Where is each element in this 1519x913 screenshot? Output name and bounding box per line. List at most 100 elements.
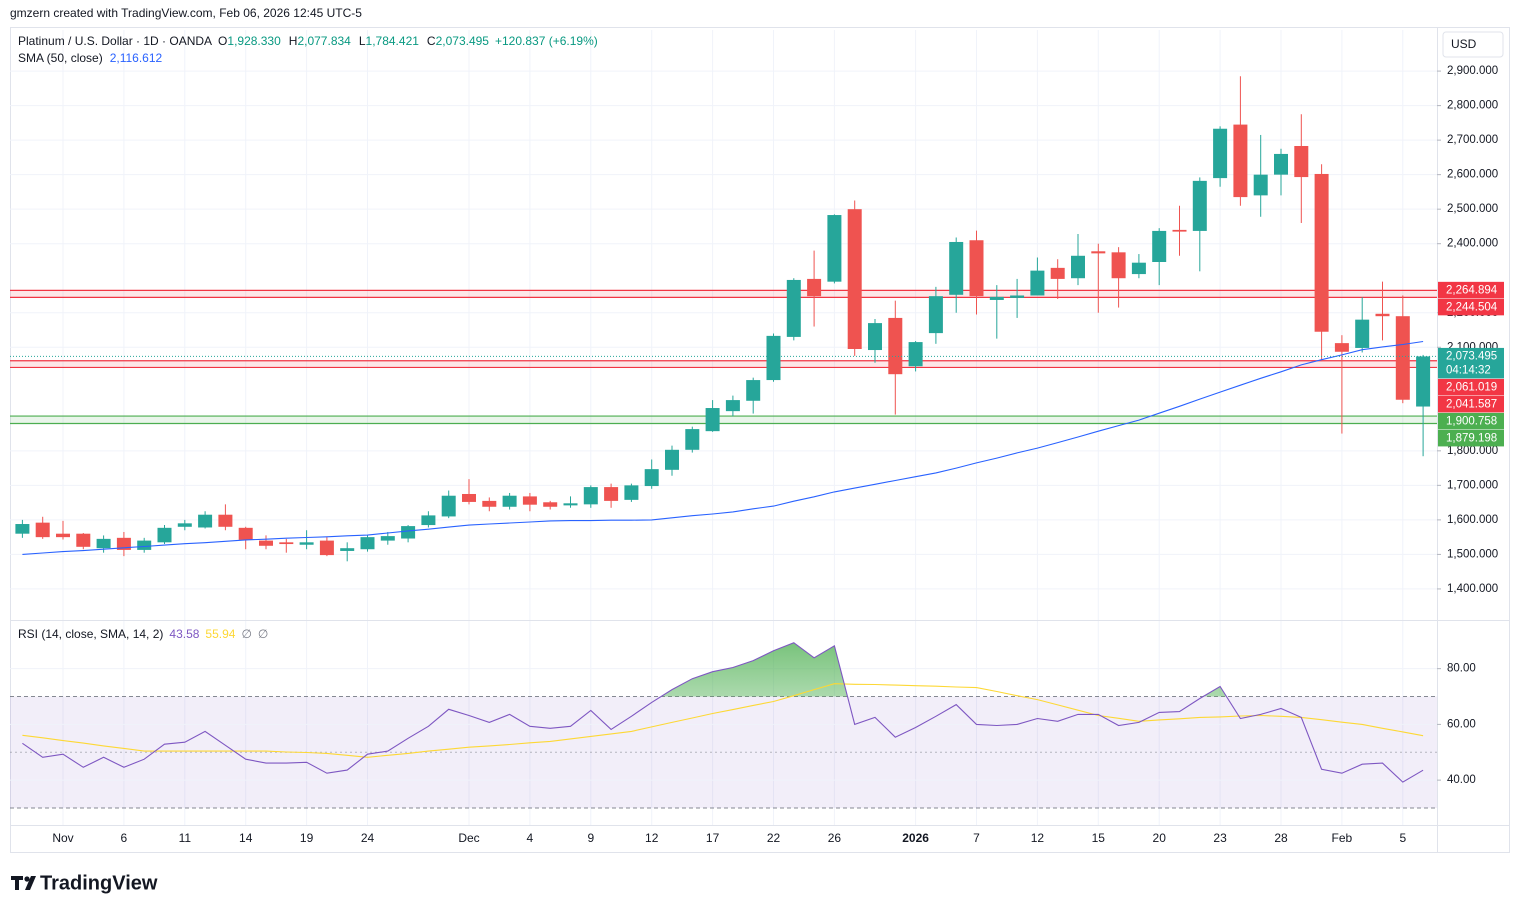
x-tick-label: 2026	[902, 831, 929, 845]
price-axis-tag-label: 2,061.019	[1446, 381, 1497, 393]
x-tick-label: 26	[828, 831, 842, 845]
x-tick-label: 12	[645, 831, 659, 845]
candle-body	[1091, 251, 1106, 254]
y-tick-label: 1,600.000	[1447, 514, 1498, 526]
rsi-title: RSI (14, close, SMA, 14, 2)	[18, 627, 163, 641]
y-tick-label: 80.00	[1447, 663, 1476, 675]
price-axis-tag	[1438, 395, 1504, 413]
y-tick-label: 60.00	[1447, 718, 1476, 730]
overlay-name: SMA (50, close)	[18, 51, 103, 65]
ohlc-value: 2,077.834	[297, 34, 351, 48]
frame	[10, 27, 1510, 853]
price-axis-tag	[1438, 429, 1504, 447]
y-tick-label: 2,900.000	[1447, 65, 1498, 77]
candle-body	[502, 495, 517, 507]
rsi-legend: RSI (14, close, SMA, 14, 2) 43.58 55.94 ∅ ∅	[18, 627, 268, 641]
candle-body	[908, 342, 923, 367]
y-tick-label: 2,400.000	[1447, 238, 1498, 250]
price-axis-tag	[1438, 378, 1504, 396]
rsi-band	[10, 696, 1437, 808]
candle-body	[76, 533, 91, 547]
candle-body	[786, 279, 801, 337]
candle-body	[137, 540, 152, 550]
y-tick-label: 2,700.000	[1447, 134, 1498, 146]
candle-body	[888, 317, 903, 375]
candle-body	[1334, 343, 1349, 352]
candle-body	[746, 380, 761, 401]
candle-body	[1416, 356, 1431, 407]
y-tick-label: 2,500.000	[1447, 203, 1498, 215]
x-tick-label: 28	[1274, 831, 1288, 845]
x-tick-label: 12	[1031, 831, 1045, 845]
candle-body	[969, 240, 984, 297]
candle-body	[563, 503, 578, 506]
candle-body	[1050, 267, 1065, 279]
logo-shape	[15, 876, 19, 890]
rsi-line	[22, 642, 1424, 783]
candle-body	[1172, 229, 1187, 232]
ohlc-letter: H	[289, 34, 298, 48]
x-tick-label: 9	[587, 831, 594, 845]
symbol-title: Platinum / U.S. Dollar · 1D · OANDA	[18, 34, 212, 48]
x-tick-label: 15	[1092, 831, 1106, 845]
candle-body	[279, 542, 294, 545]
price-zone	[10, 290, 1437, 298]
candle-body	[218, 514, 233, 527]
candle-body	[624, 485, 639, 500]
candle-body	[685, 429, 700, 450]
candle-body	[1294, 145, 1309, 178]
x-tick-label: 6	[121, 831, 128, 845]
legend-title: Platinum / U.S. Dollar · 1D · OANDA O1,92…	[18, 34, 598, 48]
overlay-value: 2,116.612	[110, 51, 163, 65]
price-axis-tag	[1438, 298, 1504, 316]
x-tick-label: 5	[1399, 831, 1406, 845]
price-axis-tag	[1438, 347, 1504, 379]
rsi-value: 43.58	[169, 627, 199, 641]
x-tick-label: 19	[300, 831, 314, 845]
candle-body	[604, 487, 619, 501]
candle-body	[1192, 180, 1207, 231]
candle-body	[807, 278, 822, 297]
price-zone	[10, 416, 1437, 424]
candle-body	[380, 536, 395, 541]
ohlc-letter: O	[218, 34, 227, 48]
overbought-fill	[661, 642, 1227, 697]
overlay-legend: SMA (50, close) 2,116.612	[18, 51, 163, 65]
price-axis-tag	[1438, 281, 1504, 299]
candle-body	[725, 400, 740, 412]
rsi-line	[22, 683, 1424, 758]
candle-body	[868, 323, 882, 351]
price-axis-tag-label: 2,041.587	[1446, 398, 1497, 410]
y-tick-label: 2,800.000	[1447, 100, 1498, 112]
y-tick-label: 1,700.000	[1447, 479, 1498, 491]
candle-body	[177, 523, 192, 527]
candle-body	[238, 527, 253, 540]
price-axis-tag-label: 2,264.894	[1446, 284, 1498, 296]
x-tick-label: 14	[239, 831, 253, 845]
candle-body	[1010, 295, 1025, 298]
y-tick-label: 40.00	[1447, 774, 1476, 786]
x-tick-label: Feb	[1332, 831, 1353, 845]
candle-body	[1314, 173, 1329, 332]
candle-body	[1071, 255, 1085, 279]
candle-body	[1395, 316, 1410, 400]
candle-body	[1030, 270, 1045, 296]
x-tick-label: 7	[973, 831, 980, 845]
candle-body	[401, 526, 416, 539]
ohlc-letter: C	[427, 34, 436, 48]
price-axis-tag-label: 04:14:32	[1446, 364, 1491, 376]
candle-body	[1152, 230, 1167, 262]
candle-body	[665, 449, 679, 470]
logo: TradingView	[11, 872, 158, 894]
candle-body	[340, 548, 355, 551]
candle-body	[1253, 174, 1268, 196]
candle-body	[583, 487, 598, 505]
x-tick-label: 11	[179, 831, 192, 845]
candle-body	[705, 408, 720, 432]
candle-body	[421, 515, 436, 526]
candle-body	[462, 493, 476, 502]
ohlc-value: 1,928.330	[227, 34, 281, 48]
candle-body	[1355, 319, 1370, 348]
